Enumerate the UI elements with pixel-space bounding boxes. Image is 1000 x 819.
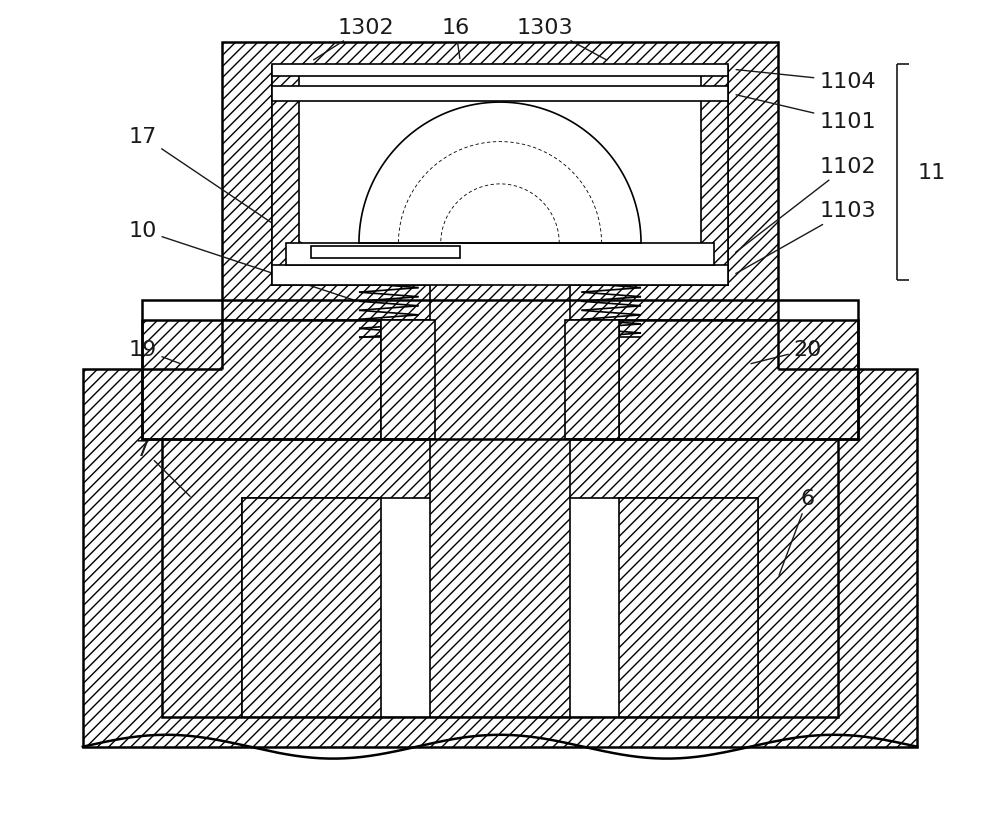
Bar (142, 301, 858, 439)
Text: 1103: 1103 (736, 201, 876, 274)
Text: 16: 16 (441, 17, 469, 60)
Text: 17: 17 (128, 127, 304, 245)
Bar (222, 43, 778, 320)
Text: 20: 20 (751, 340, 822, 364)
Bar (83, 370, 917, 747)
Bar (142, 320, 858, 439)
Text: 7: 7 (135, 439, 190, 497)
Bar (701, 67, 728, 286)
Text: 1104: 1104 (736, 70, 876, 92)
Bar (272, 87, 728, 102)
Text: 6: 6 (779, 489, 815, 576)
Bar (286, 244, 714, 265)
Bar (430, 270, 570, 717)
Bar (272, 67, 299, 286)
Bar (272, 67, 728, 286)
Bar (272, 265, 728, 286)
Text: 11: 11 (918, 163, 946, 183)
Bar (242, 499, 758, 717)
Text: 1102: 1102 (736, 156, 876, 253)
Text: 19: 19 (128, 340, 180, 364)
Bar (381, 320, 619, 439)
Bar (619, 499, 758, 717)
Bar (381, 320, 435, 439)
Bar (272, 66, 728, 77)
Bar (311, 247, 460, 259)
Bar (242, 499, 381, 717)
Text: 1303: 1303 (516, 17, 607, 61)
Text: 10: 10 (128, 221, 356, 301)
Text: 1302: 1302 (314, 17, 394, 61)
Bar (162, 419, 838, 717)
Text: 1101: 1101 (736, 96, 876, 132)
Bar (565, 320, 619, 439)
